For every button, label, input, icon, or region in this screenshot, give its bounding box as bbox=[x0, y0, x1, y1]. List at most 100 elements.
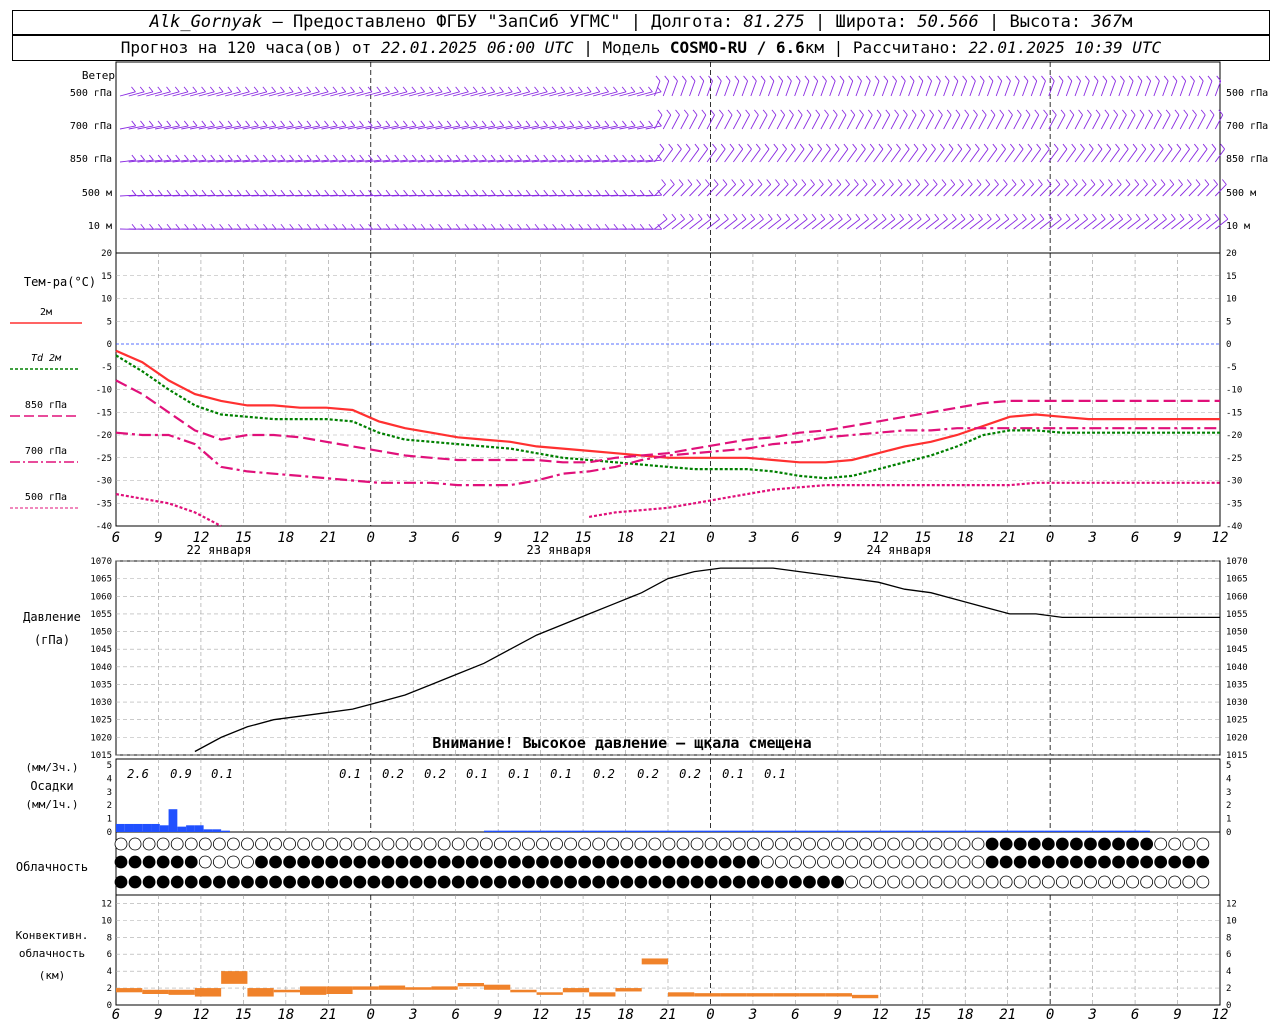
wind-barb-flag bbox=[525, 189, 531, 196]
cloud-cover-icon bbox=[1168, 855, 1182, 869]
wind-barb-flag bbox=[1018, 143, 1024, 150]
wind-barb-flag bbox=[916, 213, 922, 220]
wind-barb bbox=[750, 184, 763, 197]
wind-barb-flag bbox=[959, 179, 964, 185]
wind-barb bbox=[864, 218, 878, 230]
wind-barb-flag bbox=[871, 179, 877, 185]
precip-bar bbox=[492, 830, 502, 832]
wind-barb-flag bbox=[1190, 75, 1195, 82]
wind-barb bbox=[978, 184, 991, 197]
wind-barb bbox=[671, 218, 685, 230]
cloud-cover-icon bbox=[662, 875, 676, 889]
hour-tick-label: 15 bbox=[575, 1007, 592, 1023]
precip-bar bbox=[781, 830, 791, 832]
cloud-cover-icon bbox=[409, 855, 423, 869]
wind-barb bbox=[1135, 114, 1145, 130]
wind-barb-flag bbox=[678, 179, 684, 185]
wind-barb-flag bbox=[446, 86, 452, 93]
wind-barb-flag bbox=[297, 120, 303, 127]
wind-barb bbox=[803, 184, 815, 197]
wind-level-label-right: 500 м bbox=[1226, 188, 1256, 199]
wind-barb bbox=[154, 125, 171, 130]
wind-barb-flag bbox=[799, 143, 805, 150]
wind-barb-flag bbox=[324, 223, 330, 230]
wind-barb-flag bbox=[671, 213, 677, 220]
wind-barb bbox=[338, 159, 355, 163]
wind-barb-flag bbox=[595, 154, 601, 161]
wind-barb-flag bbox=[228, 189, 233, 196]
hour-tick-label: 21 bbox=[320, 530, 337, 546]
wind-barb-flag bbox=[280, 223, 286, 230]
wind-barb bbox=[137, 91, 154, 97]
wind-barb-flag bbox=[516, 120, 522, 127]
wind-barb-flag bbox=[657, 109, 663, 116]
wind-barb-flag bbox=[1049, 75, 1055, 82]
wind-barb-flag bbox=[376, 154, 382, 161]
wind-barb-flag bbox=[889, 179, 894, 185]
cloud-cover-icon bbox=[676, 837, 690, 851]
precip-bar bbox=[510, 830, 520, 832]
wind-barb-flag bbox=[385, 189, 391, 196]
cloud-cover-icon bbox=[957, 855, 971, 869]
wind-barb-flag bbox=[692, 109, 698, 116]
wind-barb-flag bbox=[911, 109, 917, 116]
wind-barb bbox=[636, 91, 653, 97]
conv-tick-label-right: 6 bbox=[1226, 950, 1231, 960]
wind-barb bbox=[461, 91, 478, 97]
wind-barb bbox=[767, 80, 775, 97]
wind-barb-flag bbox=[578, 120, 583, 127]
wind-barb-flag bbox=[883, 75, 889, 82]
wind-barb-flag bbox=[648, 223, 654, 230]
wind-barb-flag bbox=[412, 223, 417, 230]
wind-barb-flag bbox=[1060, 109, 1066, 116]
hour-tick-label: 18 bbox=[957, 530, 974, 546]
cloud-cover-icon bbox=[606, 837, 620, 851]
wind-barb bbox=[260, 125, 276, 130]
wind-barb-flag bbox=[587, 223, 592, 230]
wind-barb bbox=[881, 148, 893, 163]
wind-level-label-left: 500 гПа bbox=[70, 88, 112, 99]
wind-barb-flag bbox=[1125, 179, 1131, 185]
wind-barb-flag bbox=[960, 213, 966, 220]
wind-barb bbox=[654, 148, 665, 163]
wind-barb-flag bbox=[1055, 179, 1061, 185]
wind-barb bbox=[890, 148, 901, 163]
wind-barb-flag bbox=[827, 179, 833, 185]
cloud-cover-icon bbox=[915, 855, 929, 869]
wind-barb-flag bbox=[1065, 213, 1071, 220]
cloud-cover-icon bbox=[606, 875, 620, 889]
wind-barb bbox=[1118, 218, 1132, 230]
wind-barb-flag bbox=[499, 223, 505, 230]
cloud-cover-icon bbox=[873, 855, 887, 869]
wind-barb bbox=[128, 159, 145, 163]
wind-barb-flag bbox=[613, 120, 618, 127]
wind-barb bbox=[759, 148, 770, 163]
cloud-cover-icon bbox=[957, 875, 971, 889]
wind-barb bbox=[593, 194, 610, 197]
wind-barb bbox=[1153, 184, 1166, 197]
altitude-value: 367 bbox=[1091, 12, 1123, 32]
wind-barb bbox=[925, 114, 935, 130]
hour-tick-label: 3 bbox=[748, 530, 757, 546]
wind-barb-flag bbox=[376, 189, 382, 196]
wind-barb-flag bbox=[157, 223, 163, 230]
wind-barb bbox=[251, 91, 267, 97]
wind-barb-flag bbox=[981, 109, 987, 116]
cloud-cover-icon bbox=[508, 837, 521, 851]
wind-barb-flag bbox=[368, 189, 373, 196]
cloud-cover-icon bbox=[465, 875, 479, 889]
wind-barb-flag bbox=[455, 223, 461, 230]
wind-barb-flag bbox=[289, 120, 294, 127]
precip-bar bbox=[965, 830, 975, 832]
wind-barb-flag bbox=[139, 86, 145, 93]
wind-barb bbox=[829, 184, 842, 197]
wind-barb-flag bbox=[913, 143, 919, 150]
wind-barb-flag bbox=[289, 189, 295, 196]
wind-barb-flag bbox=[738, 143, 744, 150]
day-label: 22 января bbox=[186, 543, 251, 557]
wind-barb-flag bbox=[210, 154, 216, 161]
temp-tick-label-right: -15 bbox=[1226, 408, 1242, 418]
cloud-cover-icon bbox=[465, 855, 479, 869]
wind-barb-flag bbox=[1064, 179, 1069, 185]
cloud-cover-icon bbox=[339, 855, 353, 869]
